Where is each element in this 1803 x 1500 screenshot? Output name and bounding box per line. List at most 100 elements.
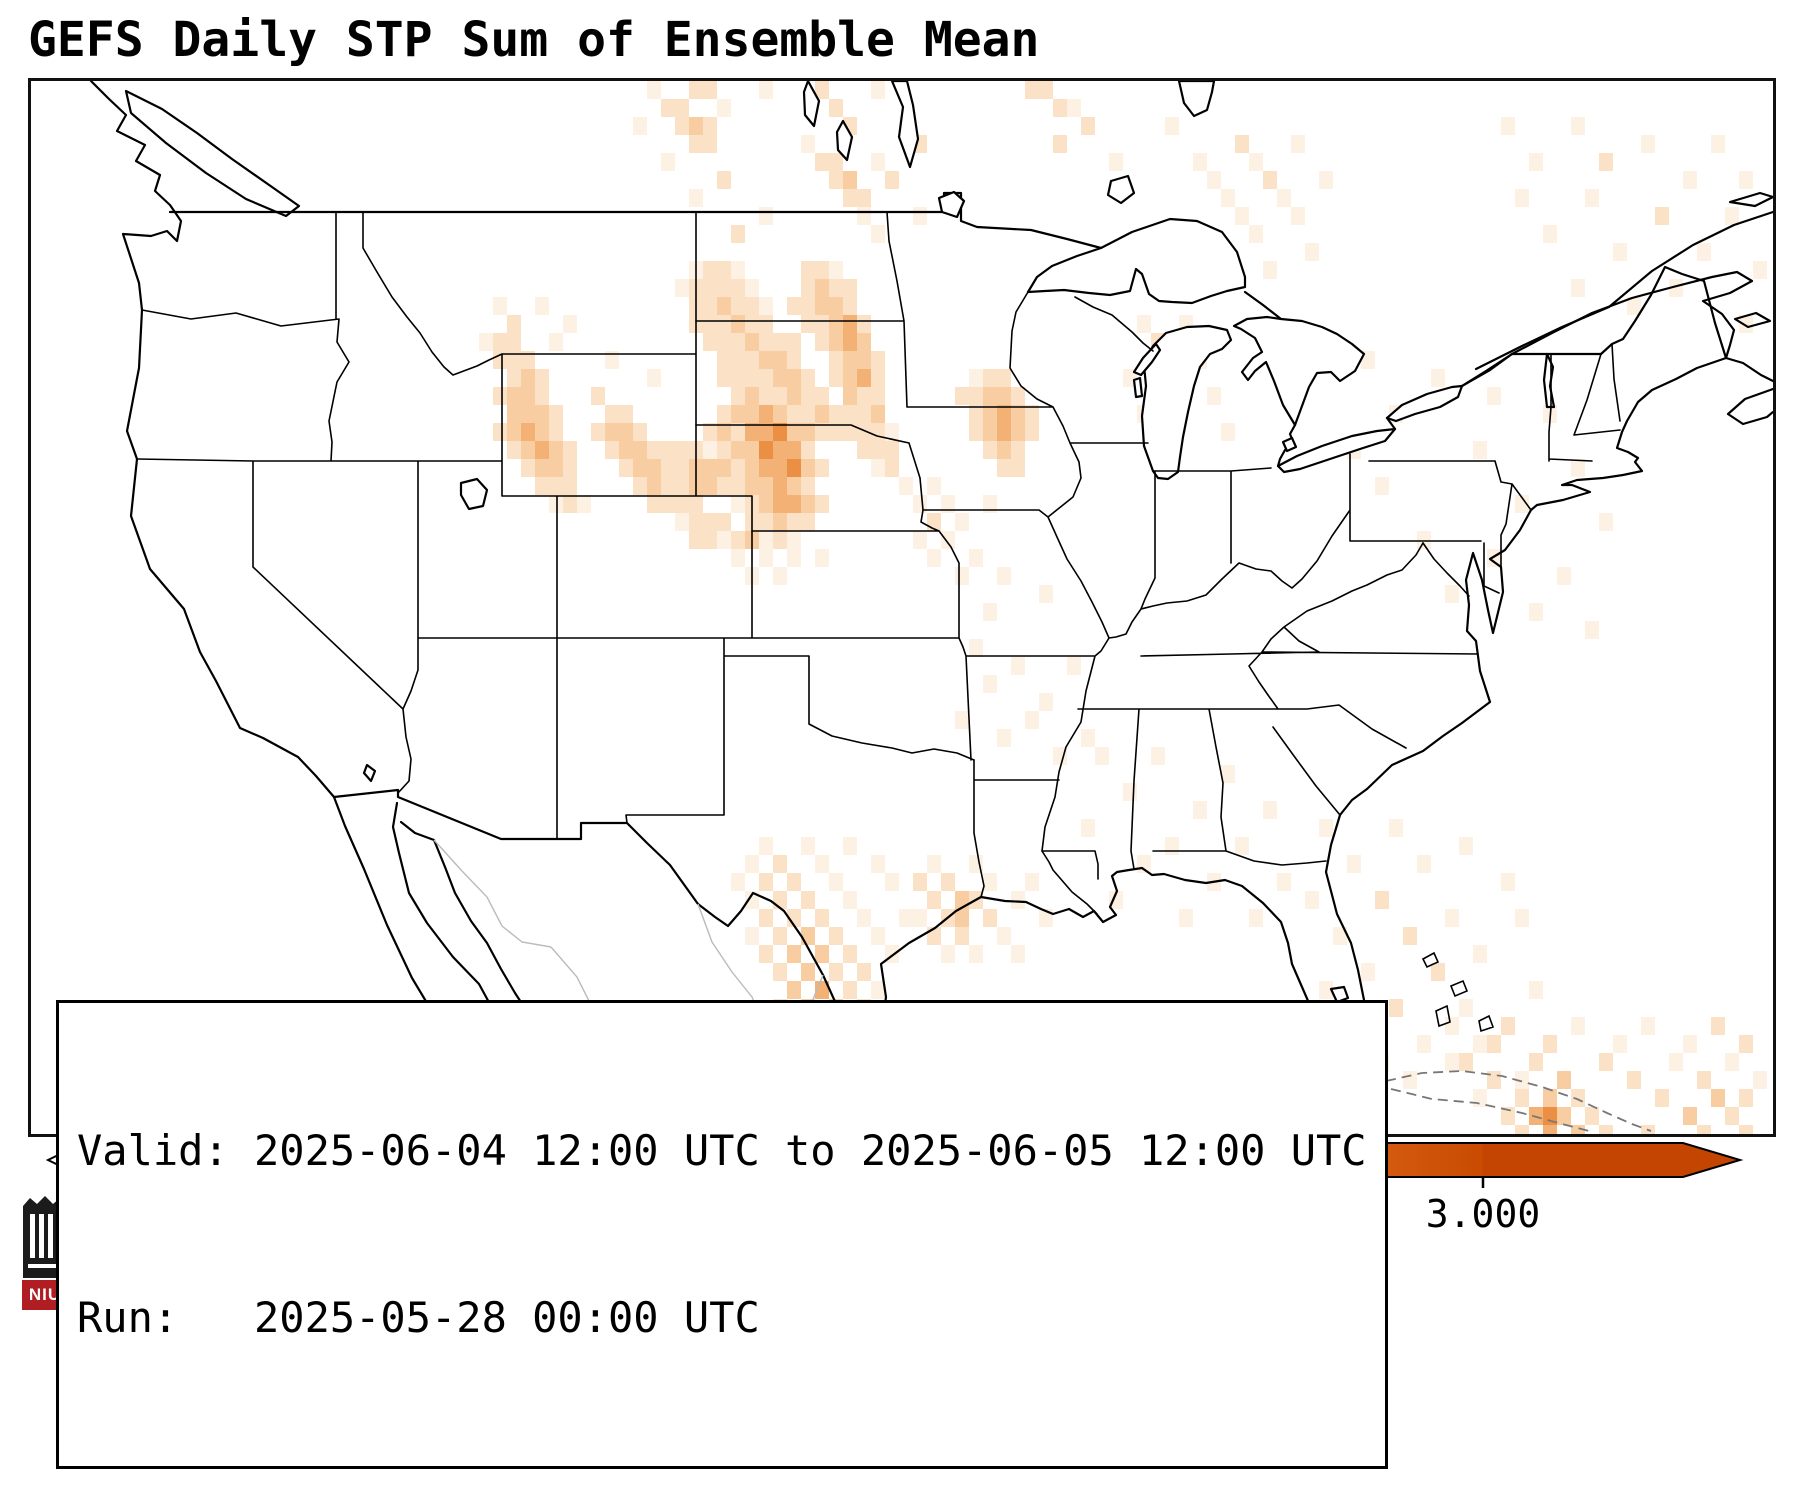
stp-cell (549, 495, 563, 513)
stp-cell (1459, 1053, 1473, 1071)
stp-cell (927, 477, 941, 495)
stp-cell (927, 891, 941, 909)
stp-cell (801, 315, 815, 333)
stp-cell (717, 171, 731, 189)
stp-cell (759, 549, 773, 567)
nova-scotia (1726, 387, 1773, 426)
stp-cell (745, 297, 759, 315)
stp-cell (1515, 1071, 1529, 1089)
stp-cell (717, 297, 731, 315)
stp-cell (1613, 1035, 1627, 1053)
stp-cell (745, 279, 759, 297)
lake-st-clair (1281, 436, 1298, 453)
stp-cell (1571, 117, 1585, 135)
stp-cell (1235, 837, 1249, 855)
stp-cell (871, 81, 885, 99)
stp-cell (745, 459, 759, 477)
stp-cell (1487, 1035, 1501, 1053)
stp-cell (1571, 459, 1585, 477)
stp-cell (1543, 225, 1557, 243)
stp-cell (521, 387, 535, 405)
stp-cell (871, 387, 885, 405)
stp-cell (1375, 477, 1389, 495)
stp-cell (1739, 171, 1753, 189)
stp-cell (1011, 441, 1025, 459)
stp-cell (1445, 1053, 1459, 1071)
stp-cell (857, 441, 871, 459)
stp-cell (843, 981, 857, 999)
stp-cell (773, 927, 787, 945)
stp-cell (871, 405, 885, 423)
stp-cell (1529, 981, 1543, 999)
stp-cell (745, 369, 759, 387)
stp-cell (731, 279, 745, 297)
stp-cell (969, 639, 983, 657)
stp-cell (717, 423, 731, 441)
stp-cell (745, 405, 759, 423)
stp-cell (1025, 873, 1039, 891)
stp-cell (801, 279, 815, 297)
stp-cell (773, 495, 787, 513)
stp-cell (689, 81, 703, 99)
stp-cell (493, 351, 507, 369)
stp-cell (1543, 1125, 1557, 1134)
stp-cell (507, 423, 521, 441)
stp-cell (1319, 981, 1333, 999)
stp-cell (829, 297, 843, 315)
stp-cell (731, 873, 745, 891)
stp-cell (549, 477, 563, 495)
stp-cell (773, 891, 787, 909)
stp-cell (675, 99, 689, 117)
stp-cell (1235, 135, 1249, 153)
stp-cell (1277, 189, 1291, 207)
stp-cell (1711, 1089, 1725, 1107)
stp-cell (605, 351, 619, 369)
stp-cell (1529, 1053, 1543, 1071)
stp-cell (955, 387, 969, 405)
stp-cell (1165, 837, 1179, 855)
stp-cell (647, 441, 661, 459)
stp-cell (955, 711, 969, 729)
stp-cell (913, 207, 927, 225)
stp-cell (871, 459, 885, 477)
stp-cell (1081, 729, 1095, 747)
stp-cell (1753, 1071, 1767, 1089)
stp-cell (983, 873, 997, 891)
stp-cell (829, 333, 843, 351)
stp-cell (1011, 387, 1025, 405)
st-lawrence-north-bank (1474, 210, 1773, 371)
stp-cell (689, 531, 703, 549)
stp-cell (815, 495, 829, 513)
stp-cell (535, 405, 549, 423)
figure-title: GEFS Daily STP Sum of Ensemble Mean (28, 12, 1040, 68)
stp-cell (1431, 369, 1445, 387)
stp-cell (689, 117, 703, 135)
stp-cell (1011, 945, 1025, 963)
stp-cell (1081, 117, 1095, 135)
stp-cell (1613, 243, 1627, 261)
stp-cell (549, 333, 563, 351)
stp-cell (1711, 1017, 1725, 1035)
stp-cell (1305, 243, 1319, 261)
stp-cell (857, 189, 871, 207)
stp-cell (759, 837, 773, 855)
stp-cell (801, 387, 815, 405)
stp-cell (717, 99, 731, 117)
stp-cell (955, 891, 969, 909)
stp-cell (759, 495, 773, 513)
stp-cell (857, 315, 871, 333)
stp-cell (829, 315, 843, 333)
stp-cell (661, 153, 675, 171)
stp-cell (815, 909, 829, 927)
stp-cell (787, 459, 801, 477)
stp-cell (1333, 927, 1347, 945)
stp-cell (759, 531, 773, 549)
stp-cell (1473, 1089, 1487, 1107)
maine-canada-border (1460, 265, 1728, 388)
stp-cell (535, 297, 549, 315)
stp-cell (829, 423, 843, 441)
stp-cell (1403, 1071, 1417, 1089)
stp-cell (563, 441, 577, 459)
us-canada-border (168, 191, 1514, 468)
stp-cell (773, 423, 787, 441)
